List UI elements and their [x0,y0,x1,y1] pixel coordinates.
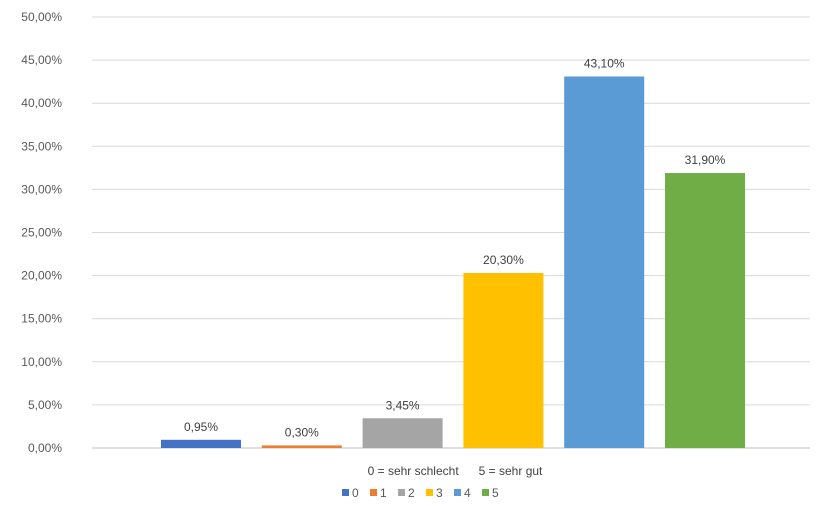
bar-2 [362,418,443,448]
legend: 0 1 2 3 4 5 [342,486,499,500]
data-label-5: 31,90% [685,153,726,167]
y-tick-label: 50,00% [21,10,62,24]
gridlines [92,16,810,449]
data-label-4: 43,10% [584,56,625,70]
legend-label: 0 [352,486,359,500]
legend-label: 5 [492,486,499,500]
y-tick-label: 10,00% [21,355,62,369]
bar-1 [261,445,342,448]
legend-label: 2 [408,486,415,500]
legend-swatch [426,489,433,496]
legend-item-2: 2 [398,486,415,500]
data-label-0: 0,95% [184,420,218,434]
y-tick-label: 20,00% [21,269,62,283]
legend-item-4: 4 [454,486,471,500]
legend-swatch [454,489,461,496]
legend-swatch [370,489,377,496]
y-tick-label: 15,00% [21,312,62,326]
bar-4 [564,76,645,448]
legend-label: 3 [436,486,443,500]
legend-item-3: 3 [426,486,443,500]
y-tick-label: 45,00% [21,53,62,67]
legend-swatch [482,489,489,496]
y-tick-label: 5,00% [28,398,62,412]
legend-swatch [398,489,405,496]
bar-3 [463,273,544,448]
y-tick-label: 35,00% [21,139,62,153]
x-axis-label: 0 = sehr schlecht 5 = sehr gut [368,464,543,478]
y-axis-ticks: 0,00% 5,00% 10,00% 15,00% 20,00% 25,00% 30,00%… [21,10,62,455]
legend-swatch [342,489,349,496]
y-tick-label: 40,00% [21,96,62,110]
legend-item-1: 1 [370,486,387,500]
data-label-3: 20,30% [483,253,524,267]
data-label-1: 0,30% [285,425,319,439]
data-labels: 0,95% 0,30% 3,45% 20,30% 43,10% 31,90% [184,56,726,439]
bar-0 [161,439,241,448]
legend-label: 1 [380,486,387,500]
y-tick-label: 30,00% [21,182,62,196]
legend-item-0: 0 [342,486,359,500]
data-label-2: 3,45% [386,398,420,412]
legend-item-5: 5 [482,486,499,500]
legend-label: 4 [464,486,471,500]
y-tick-label: 25,00% [21,226,62,240]
bar-5 [665,173,745,448]
bars [161,76,745,448]
y-tick-label: 0,00% [28,441,62,455]
